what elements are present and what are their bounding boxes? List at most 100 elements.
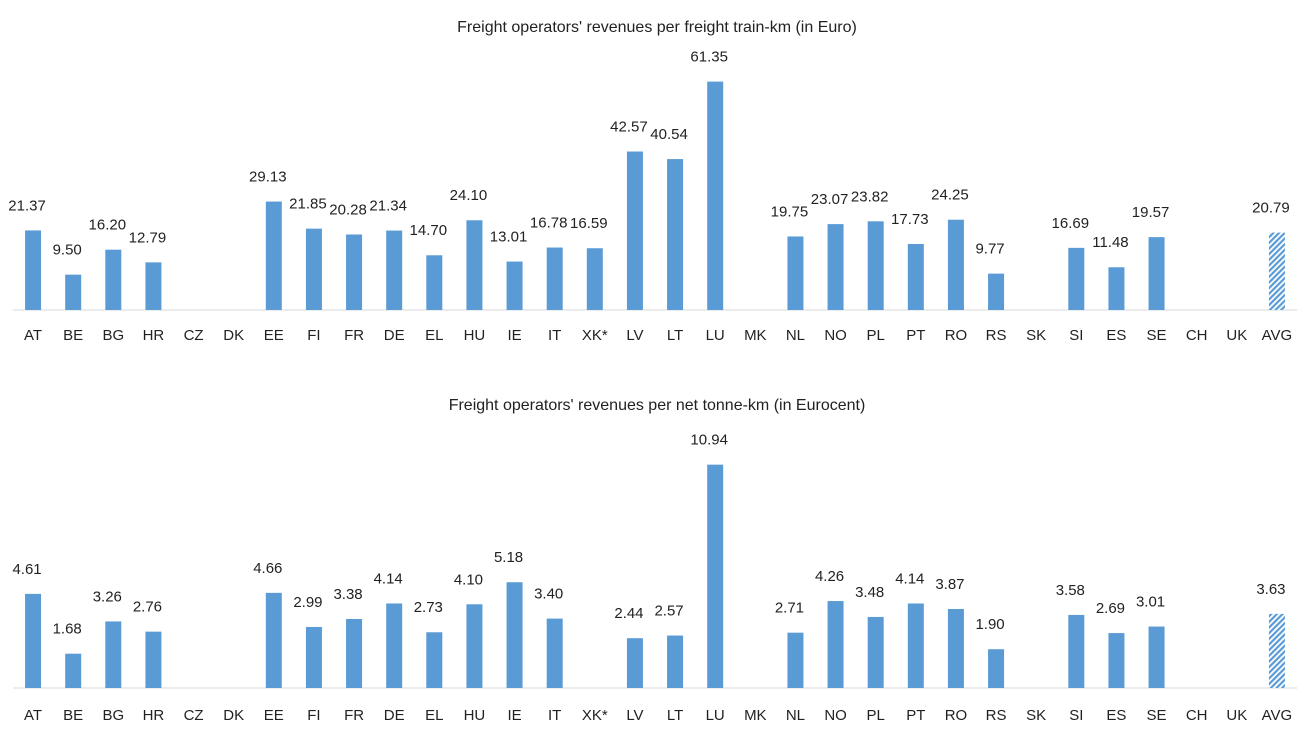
- data-label: 21.37: [8, 197, 46, 214]
- x-tick-label: SI: [1069, 707, 1083, 724]
- bar: [145, 631, 162, 688]
- x-tick-label: FI: [307, 327, 320, 344]
- bar: [105, 249, 122, 310]
- x-tick-label: PL: [867, 327, 885, 344]
- data-label: 61.35: [690, 49, 728, 66]
- x-tick-label: PT: [906, 707, 925, 724]
- data-label: 5.18: [494, 549, 523, 566]
- x-tick-label: SE: [1147, 707, 1167, 724]
- bar: [988, 273, 1005, 310]
- x-tick-label: IE: [507, 707, 521, 724]
- bar: [988, 649, 1005, 688]
- x-tick-label: FR: [344, 707, 364, 724]
- x-tick-label: FR: [344, 327, 364, 344]
- data-label: 23.07: [811, 191, 849, 208]
- x-tick-label: AT: [24, 707, 42, 724]
- bar: [25, 230, 42, 310]
- x-tick-label: NO: [824, 707, 847, 724]
- x-tick-label: SK: [1026, 707, 1046, 724]
- data-label: 2.73: [414, 599, 443, 616]
- data-label: 9.77: [975, 241, 1004, 258]
- bar: [1068, 614, 1085, 688]
- bar: [506, 582, 523, 688]
- data-label: 14.70: [410, 222, 448, 239]
- x-tick-label: HU: [464, 707, 486, 724]
- data-label: 3.48: [855, 584, 884, 601]
- x-tick-label: UK: [1226, 327, 1247, 344]
- x-tick-label: DE: [384, 707, 405, 724]
- data-label: 12.79: [129, 229, 167, 246]
- x-tick-label: EE: [264, 707, 284, 724]
- x-tick-label: BG: [102, 707, 124, 724]
- x-tick-label: IE: [507, 327, 521, 344]
- data-label: 3.40: [534, 586, 563, 603]
- x-tick-label: BG: [102, 327, 124, 344]
- data-label: 24.25: [931, 187, 969, 204]
- data-label: 3.58: [1056, 582, 1085, 599]
- x-tick-label: RO: [945, 327, 968, 344]
- x-tick-label: CH: [1186, 327, 1208, 344]
- x-tick-label: LV: [626, 327, 643, 344]
- bar: [546, 247, 563, 310]
- data-label: 16.69: [1052, 215, 1090, 232]
- x-tick-label: ES: [1106, 327, 1126, 344]
- data-label: 4.66: [253, 560, 282, 577]
- data-label: 21.34: [369, 198, 407, 215]
- data-label: 4.14: [895, 570, 924, 587]
- data-label: 20.79: [1252, 200, 1290, 217]
- x-tick-label: AVG: [1262, 327, 1293, 344]
- data-label: 19.75: [771, 203, 809, 220]
- data-label: 23.82: [851, 188, 889, 205]
- bar: [65, 653, 82, 688]
- x-tick-label: NO: [824, 327, 847, 344]
- bar: [506, 261, 523, 310]
- data-label: 2.44: [614, 605, 643, 622]
- x-tick-label: ES: [1106, 707, 1126, 724]
- data-label: 2.57: [654, 602, 683, 619]
- bar: [265, 592, 282, 688]
- x-tick-label: XK*: [582, 707, 608, 724]
- data-label: 16.20: [89, 217, 127, 234]
- x-tick-label: NL: [786, 327, 805, 344]
- x-tick-label: EL: [425, 707, 443, 724]
- x-tick-label: LT: [667, 707, 683, 724]
- data-label: 20.28: [329, 201, 367, 218]
- bar: [65, 274, 82, 310]
- data-label: 2.69: [1096, 600, 1125, 617]
- x-tick-label: XK*: [582, 327, 608, 344]
- data-label: 16.59: [570, 215, 608, 232]
- x-tick-label: CZ: [184, 327, 204, 344]
- x-tick-label: HR: [143, 707, 165, 724]
- bar: [1148, 626, 1165, 688]
- bar: [626, 638, 643, 688]
- data-label: 2.76: [133, 599, 162, 616]
- data-label: 10.94: [690, 432, 728, 449]
- bar: [787, 632, 804, 688]
- data-label: 1.90: [975, 616, 1004, 633]
- data-label: 3.38: [333, 586, 362, 603]
- bar: [947, 608, 964, 688]
- x-tick-label: AVG: [1262, 707, 1293, 724]
- bar: [667, 635, 684, 688]
- x-tick-label: SI: [1069, 327, 1083, 344]
- bar: [947, 219, 964, 310]
- data-label: 24.10: [450, 187, 488, 204]
- x-tick-label: DK: [223, 707, 244, 724]
- x-tick-label: RO: [945, 707, 968, 724]
- x-tick-label: DK: [223, 327, 244, 344]
- bar: [546, 618, 563, 688]
- data-label: 29.13: [249, 169, 287, 186]
- data-label: 21.85: [289, 196, 327, 213]
- x-tick-label: PT: [906, 327, 925, 344]
- bar: [145, 262, 162, 310]
- bar: [1068, 247, 1085, 310]
- data-label: 3.87: [935, 576, 964, 593]
- bar: [1268, 613, 1285, 688]
- bar: [305, 626, 322, 688]
- chart-title: Freight operators' revenues per net tonn…: [449, 397, 866, 414]
- x-tick-label: BE: [63, 707, 83, 724]
- x-tick-label: MK: [744, 707, 767, 724]
- data-label: 17.73: [891, 211, 929, 228]
- data-label: 40.54: [650, 126, 688, 143]
- bar: [466, 604, 483, 688]
